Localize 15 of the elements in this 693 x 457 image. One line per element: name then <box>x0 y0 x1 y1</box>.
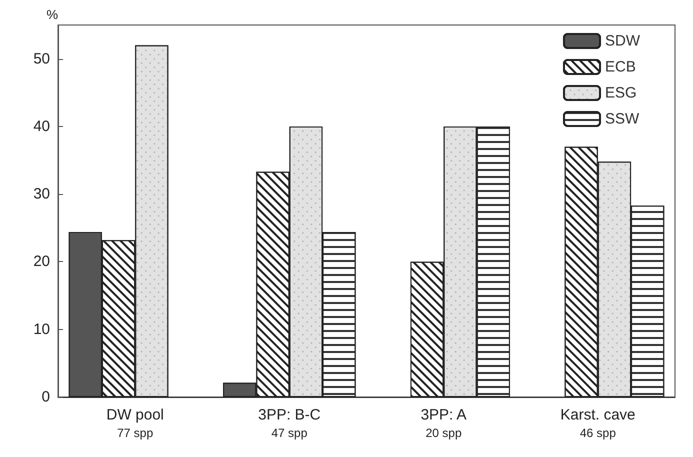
y-axis-title: % <box>46 7 58 22</box>
legend-label: ECB <box>605 58 636 76</box>
y-tick-label: 20 <box>33 253 50 270</box>
y-tick-label: 40 <box>33 118 50 135</box>
legend-label: SDW <box>605 32 641 50</box>
y-tick-label: 50 <box>33 50 50 68</box>
x-tick-label: 3PP: B-C 47 spp <box>258 406 321 440</box>
y-tick-label: 0 <box>42 388 50 406</box>
legend-label: ESG <box>605 84 637 102</box>
x-tick-label: 3PP: A 20 spp <box>420 406 467 440</box>
x-tick-label: Karst. cave 46 spp <box>560 406 636 440</box>
legend-label: SSW <box>605 110 640 128</box>
y-tick-label: 30 <box>33 186 50 203</box>
x-tick-label: DW pool 77 spp <box>106 406 164 440</box>
y-tick-label: 10 <box>33 320 50 338</box>
